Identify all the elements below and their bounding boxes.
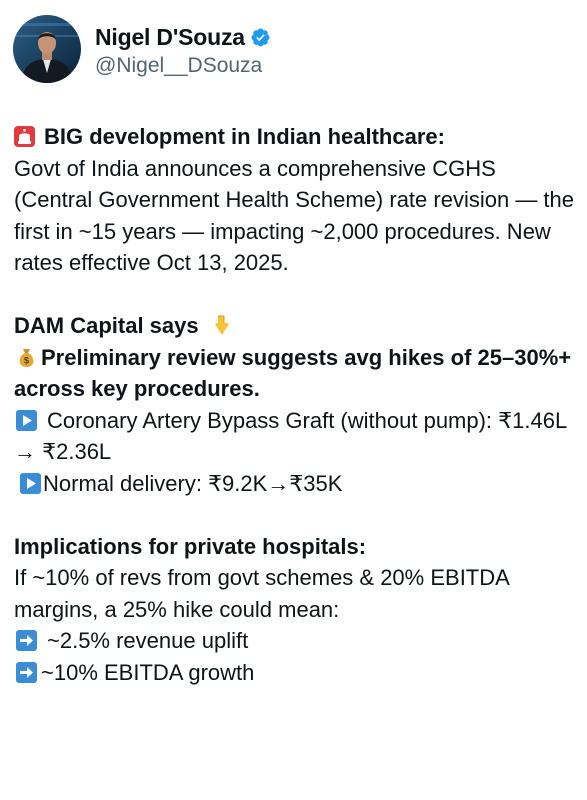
avatar-image	[13, 15, 81, 83]
verified-badge-icon[interactable]	[250, 27, 271, 48]
dam-lead-line: DAM Capital says	[14, 310, 580, 342]
avatar[interactable]	[13, 15, 81, 83]
play-button-icon	[20, 472, 41, 494]
implications-body: If ~10% of revs from govt schemes & 20% …	[14, 565, 509, 622]
author-handle[interactable]: @Nigel__DSouza	[95, 54, 263, 77]
svg-text:$: $	[24, 355, 29, 365]
paragraph-implications: Implications for private hospitals: If ~…	[14, 531, 580, 689]
paragraph-announcement: BIG development in Indian healthcare: Go…	[14, 121, 580, 279]
paragraph-dam-capital: DAM Capital says $ Preliminary review su…	[14, 310, 580, 499]
police-light-icon	[14, 126, 35, 147]
right-arrow-icon	[16, 661, 37, 683]
list-item: ~2.5% revenue uplift	[14, 625, 580, 657]
review-text: $ Preliminary review suggests avg hikes …	[14, 345, 571, 402]
post-text: BIG development in Indian healthcare: Go…	[14, 121, 580, 688]
right-arrow-icon	[16, 630, 37, 651]
post-header: Nigel D'Souza @Nigel__DSouza	[13, 15, 271, 83]
ebitda-growth: ~10% EBITDA growth	[41, 659, 255, 685]
review-statement: Preliminary review suggests avg hikes of…	[14, 344, 572, 402]
author-info: Nigel D'Souza @Nigel__DSouza	[95, 15, 271, 79]
pointing-down-icon	[211, 315, 232, 336]
cabg-rate: Coronary Artery Bypass Graft (without pu…	[14, 407, 567, 465]
implications-headline: Implications for private hospitals:	[14, 533, 367, 559]
list-item: Coronary Artery Bypass Graft (without pu…	[14, 405, 580, 468]
money-bag-icon: $	[16, 347, 37, 368]
name-row: Nigel D'Souza	[95, 23, 271, 51]
implications-line: Implications for private hospitals:	[14, 531, 580, 563]
play-button-icon	[16, 409, 37, 431]
paragraph-gap	[14, 279, 580, 311]
author-name[interactable]: Nigel D'Souza	[95, 24, 245, 50]
paragraph-gap	[14, 499, 580, 531]
headline-announcement: BIG development in Indian healthcare:	[44, 124, 445, 149]
list-item: ~10% EBITDA growth	[14, 657, 580, 689]
announcement-body: Govt of India announces a comprehensive …	[14, 155, 575, 276]
dam-capital-lead: DAM Capital says	[14, 313, 199, 338]
headline-line: BIG development in Indian healthcare:	[14, 121, 580, 153]
delivery-rate: Normal delivery: ₹9.2K→₹35K	[43, 470, 343, 496]
revenue-uplift: ~2.5% revenue uplift	[47, 628, 249, 653]
list-item: Normal delivery: ₹9.2K→₹35K	[14, 468, 580, 500]
